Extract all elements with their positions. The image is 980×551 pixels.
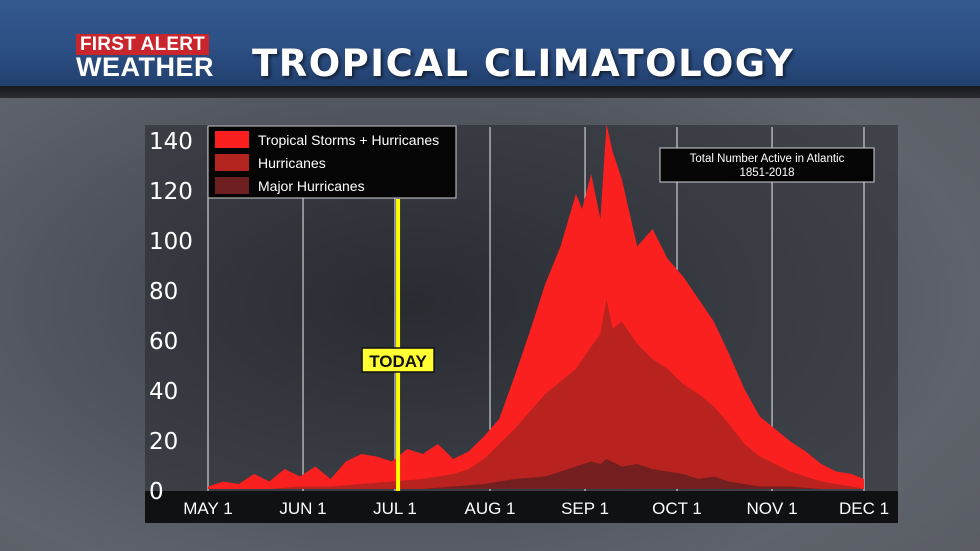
annotation-line-2: 1851-2018 — [740, 167, 795, 179]
legend-swatch-2 — [215, 154, 249, 171]
y-tick-label: 0 — [149, 479, 164, 505]
x-tick-label: OCT 1 — [652, 499, 702, 518]
today-label-box — [361, 347, 435, 373]
x-axis-band — [145, 491, 898, 523]
station-logo: FIRST ALERT WEATHER — [76, 34, 230, 82]
x-tick-label: JUL 1 — [373, 499, 417, 518]
y-tick-label: 20 — [149, 429, 178, 455]
x-tick-label: AUG 1 — [465, 499, 516, 518]
chart-svg: 0 20 40 60 80 100 120 140 TODAY MAY 1 JUN 1 JUL 1 AU… — [145, 125, 898, 523]
page-title: TROPICAL CLIMATOLOGY — [252, 42, 795, 85]
legend-label-1: Tropical Storms + Hurricanes — [258, 132, 439, 148]
legend-swatch-1 — [215, 131, 249, 148]
logo-first-alert: FIRST ALERT — [76, 34, 209, 55]
logo-weather: WEATHER — [76, 52, 214, 82]
legend-label-3: Major Hurricanes — [258, 178, 365, 194]
climatology-chart: 0 20 40 60 80 100 120 140 TODAY MAY 1 JUN 1 JUL 1 AU… — [145, 125, 898, 523]
annotation-box — [659, 147, 875, 183]
y-tick-label: 40 — [149, 379, 178, 405]
legend-box — [207, 125, 457, 199]
annotation-line-1: Total Number Active in Atlantic — [690, 153, 845, 165]
x-tick-label: JUN 1 — [279, 499, 326, 518]
legend-label-2: Hurricanes — [258, 155, 326, 171]
x-tick-label: MAY 1 — [183, 499, 232, 518]
header-divider — [0, 86, 980, 98]
series-area-3 — [208, 459, 864, 489]
y-tick-label: 100 — [149, 229, 193, 255]
y-tick-label: 60 — [149, 329, 178, 355]
legend-swatch-3 — [215, 177, 249, 194]
x-tick-label: NOV 1 — [747, 499, 798, 518]
y-tick-label: 120 — [149, 179, 193, 205]
x-tick-label: SEP 1 — [561, 499, 609, 518]
y-tick-label: 80 — [149, 279, 178, 305]
y-tick-label: 140 — [149, 129, 193, 155]
today-label: TODAY — [369, 352, 427, 371]
series-area-2 — [208, 299, 864, 489]
x-tick-label: DEC 1 — [839, 499, 889, 518]
